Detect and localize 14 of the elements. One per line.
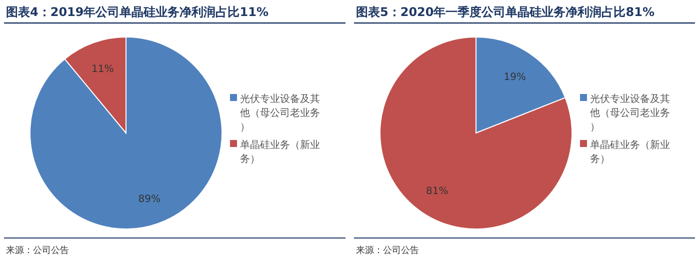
source-note: 来源：公司公告 [6,245,69,256]
data-label: 81% [426,186,448,198]
source-note: 来源：公司公告 [356,245,418,256]
data-label: 89% [138,194,161,206]
legend-label: 光伏专业设备及其他（母公司老业务） [240,93,320,133]
chart-title: 图表4：2019年公司单晶硅业务净利润占比11% [6,5,268,19]
chart-title: 图表5：2020年一季度公司单晶硅业务净利润占比81% [356,5,654,19]
pie-slice [30,36,222,230]
pie-slice [379,36,572,230]
data-label: 11% [91,64,114,75]
legend-label: 单晶硅业务（新业务） [240,139,320,165]
legend-label: 光伏专业设备及其他（母公司老业务） [590,93,670,133]
legend-label: 单晶硅业务（新业务） [590,139,670,165]
data-label: 19% [503,72,526,83]
